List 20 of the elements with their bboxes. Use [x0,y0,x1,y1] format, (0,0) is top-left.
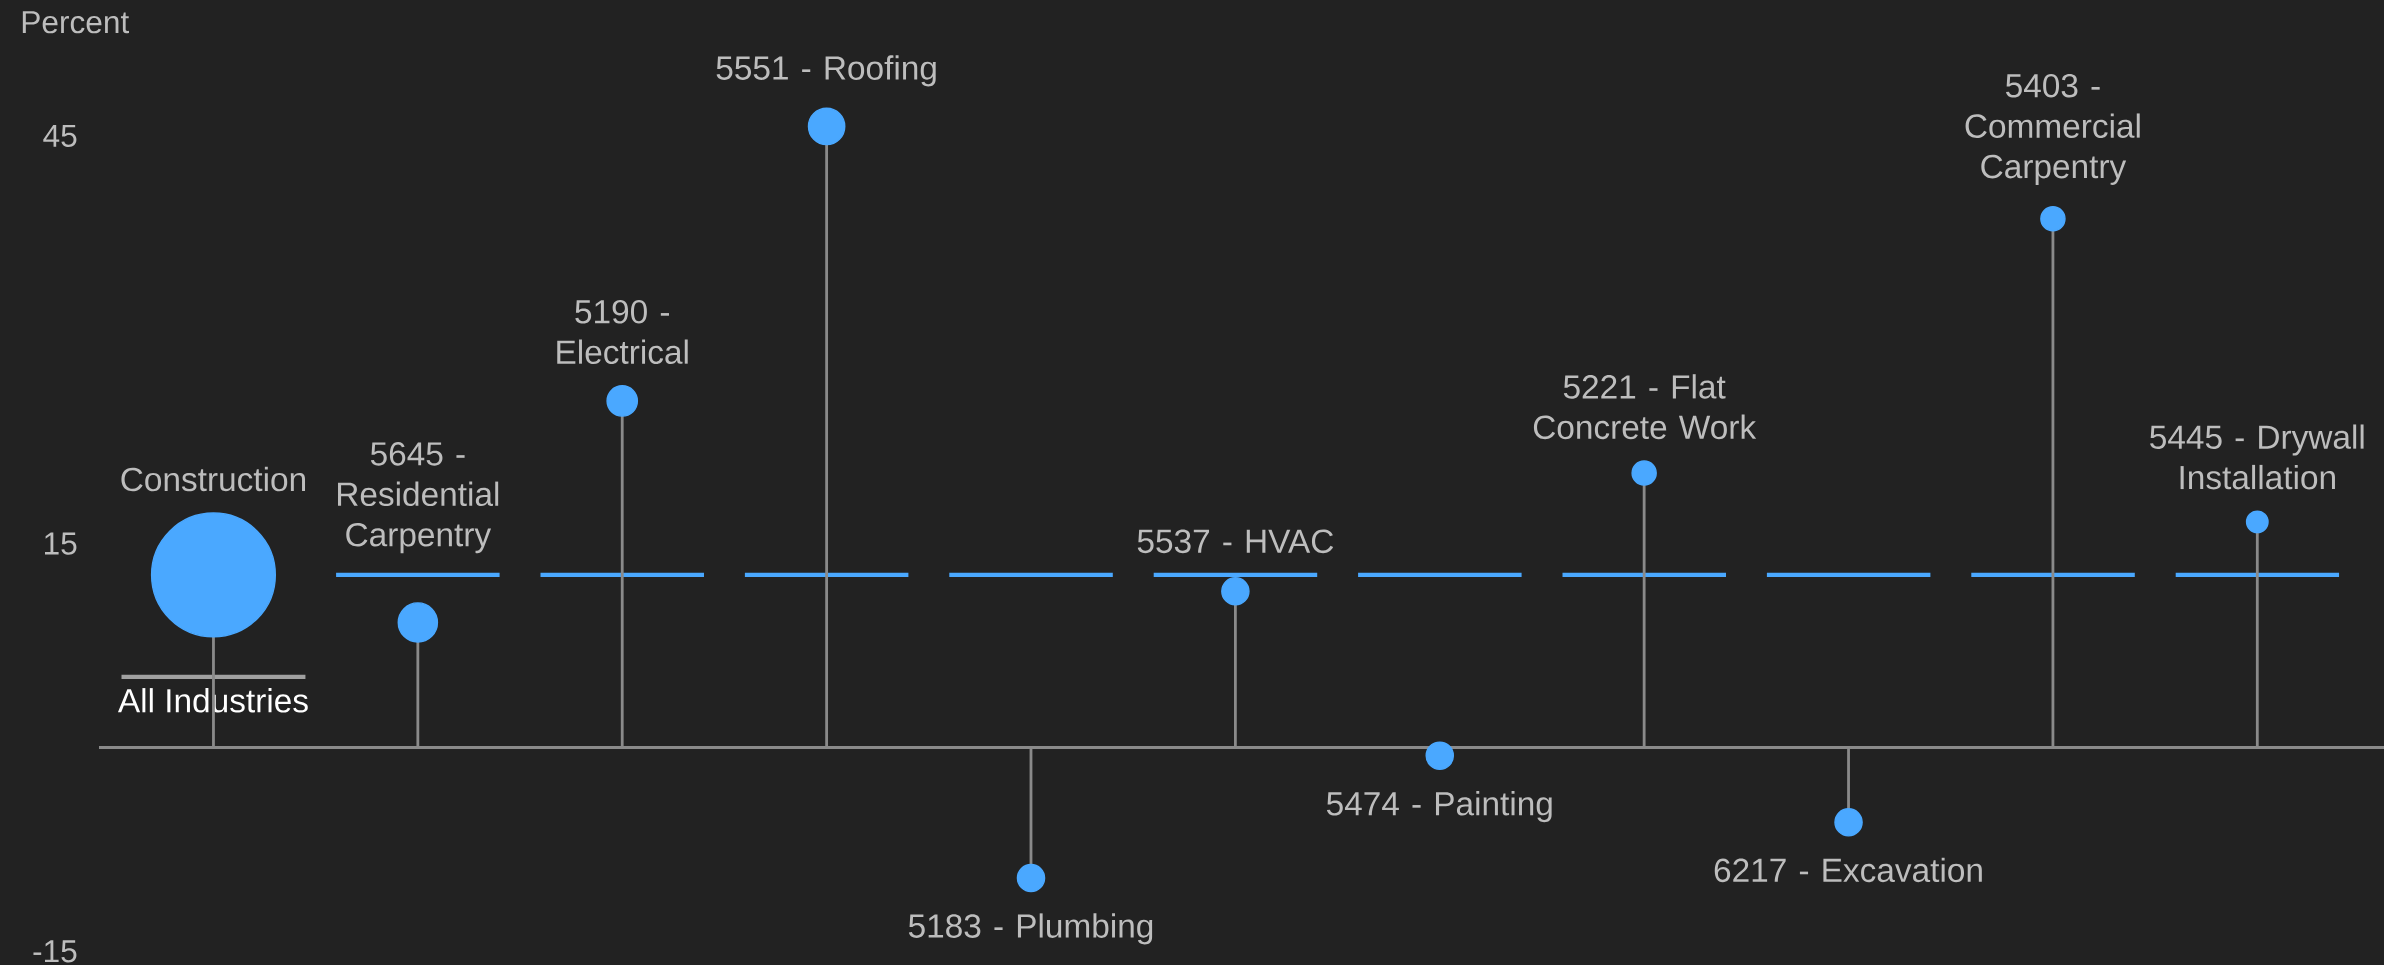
x-tick-label: 5183 - Plumbing [908,913,1153,945]
point [1834,808,1863,837]
x-tick-label: 5537 - HVAC [1137,529,1334,554]
point [1221,576,1250,606]
point [1425,741,1455,770]
ref-line-label: All Industries [117,688,308,713]
x-tick-label: 5551 - Roofing [716,55,936,87]
x-tick-label: 5445 - Drywall Installation [2150,424,2364,490]
x-tick-label: 5645 - Residential Carpentry [338,442,499,554]
x-tick-label: 5221 - Flat Concrete Work [1533,374,1757,440]
y-tick-label: 15 [45,532,77,555]
y-axis-title: Percent [22,11,129,34]
x-tick-label: 5403 - Commercial Carpentry [1965,73,2140,185]
x-tick-label: 5190 - Electrical [557,299,688,365]
x-tick-label: 5474 - Painting [1326,791,1552,823]
point [1016,863,1046,893]
y-tick-label: -15 [33,940,77,963]
x-tick-label: Construction [121,466,306,492]
y-tick-label: 45 [43,124,77,147]
x-tick-label: 6217 - Excavation [1714,857,1982,883]
